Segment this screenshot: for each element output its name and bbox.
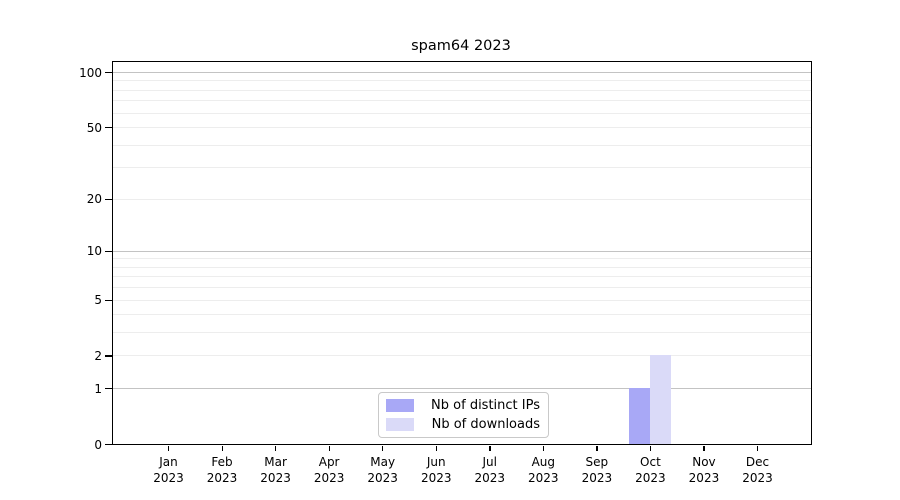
y-tick-label: 100 <box>79 65 102 80</box>
x-tick-label: Aug 2023 <box>515 454 571 486</box>
y-tick-mark <box>105 388 112 390</box>
x-tick-label: Dec 2023 <box>730 454 786 486</box>
x-tick-mark <box>542 446 545 451</box>
x-tick-month: Feb <box>211 455 233 469</box>
y-tick-mark <box>105 198 112 200</box>
x-tick-mark <box>221 446 223 451</box>
x-tick-label: Jul 2023 <box>462 454 518 486</box>
x-tick-mark <box>703 446 705 451</box>
minor-gridline <box>113 100 811 102</box>
y-tick-label: 0 <box>94 437 102 452</box>
y-tick-mark <box>105 72 112 74</box>
x-tick-month: Mar <box>264 455 287 469</box>
x-tick-label: Nov 2023 <box>676 454 732 486</box>
x-tick-mark <box>596 446 598 451</box>
plot-area <box>112 61 812 445</box>
minor-gridline <box>113 266 811 268</box>
major-gridline <box>113 388 811 390</box>
x-tick-month: Jan <box>159 455 178 469</box>
y-tick-mark <box>105 127 112 129</box>
x-tick-mark <box>382 446 384 451</box>
y-tick-label: 50 <box>86 120 102 135</box>
minor-gridline <box>113 299 811 301</box>
x-tick-month: Apr <box>318 455 340 469</box>
x-tick-label: Apr 2023 <box>301 454 357 486</box>
y-tick-label: 5 <box>94 293 102 308</box>
x-tick-year: 2023 <box>528 471 559 485</box>
x-tick-mark <box>435 446 438 451</box>
x-tick-label: Jun 2023 <box>408 454 464 486</box>
x-tick-year: 2023 <box>474 471 506 485</box>
y-tick-mark <box>105 299 112 301</box>
minor-gridline <box>113 112 811 114</box>
legend: Nb of distinct IPs Nb of downloads <box>378 392 549 438</box>
x-tick-year: 2023 <box>581 471 613 485</box>
minor-gridline <box>113 144 811 146</box>
y-tick-mark <box>105 444 112 446</box>
x-tick-label: Oct 2023 <box>622 454 678 486</box>
x-tick-mark <box>275 446 277 451</box>
x-tick-label: Sep 2023 <box>569 454 625 486</box>
bar-downloads <box>649 355 671 444</box>
x-tick-year: 2023 <box>313 471 345 485</box>
x-tick-mark <box>168 446 170 451</box>
legend-swatch-distinct-ips-icon <box>386 398 414 412</box>
minor-gridline <box>113 276 811 278</box>
minor-gridline <box>113 167 811 169</box>
x-tick-month: May <box>370 455 396 469</box>
y-tick-label: 1 <box>94 381 102 396</box>
x-tick-year: 2023 <box>260 471 291 485</box>
x-tick-month: Oct <box>640 455 661 469</box>
x-tick-label: Feb 2023 <box>194 454 250 486</box>
x-tick-year: 2023 <box>742 471 773 485</box>
minor-gridline <box>113 127 811 129</box>
x-tick-month: Dec <box>745 455 770 469</box>
y-tick-mark <box>105 250 112 252</box>
legend-item-downloads: Nb of downloads <box>386 416 540 434</box>
bar-distinct-ips <box>628 388 650 444</box>
x-tick-mark <box>328 446 330 451</box>
x-tick-label: Jan 2023 <box>141 454 197 486</box>
minor-gridline <box>113 355 811 357</box>
legend-label-distinct-ips: Nb of distinct IPs <box>431 397 540 413</box>
x-tick-month: Aug <box>531 455 556 469</box>
minor-gridline <box>113 287 811 289</box>
x-tick-year: 2023 <box>206 471 238 485</box>
legend-item-distinct-ips: Nb of distinct IPs <box>386 396 540 414</box>
minor-gridline <box>113 258 811 260</box>
legend-label-downloads: Nb of downloads <box>431 417 540 433</box>
x-tick-year: 2023 <box>153 471 184 485</box>
x-tick-month: Jun <box>426 455 446 469</box>
x-tick-month: Jul <box>482 455 497 469</box>
x-tick-mark <box>649 446 652 451</box>
x-tick-month: Nov <box>692 455 716 469</box>
minor-gridline <box>113 332 811 334</box>
minor-gridline <box>113 314 811 316</box>
minor-gridline <box>113 89 811 91</box>
y-tick-label: 2 <box>94 348 102 363</box>
x-tick-mark <box>489 446 491 451</box>
x-tick-year: 2023 <box>367 471 398 485</box>
chart-title: spam64 2023 <box>411 38 511 54</box>
x-tick-label: May 2023 <box>355 454 411 486</box>
x-tick-month: Sep <box>585 455 609 469</box>
major-gridline <box>113 72 811 73</box>
x-tick-year: 2023 <box>688 471 720 485</box>
minor-gridline <box>113 80 811 82</box>
x-tick-year: 2023 <box>420 471 452 485</box>
minor-gridline <box>113 198 811 200</box>
y-tick-label: 10 <box>86 244 102 259</box>
major-gridline <box>113 250 811 252</box>
x-tick-mark <box>757 446 759 451</box>
x-tick-label: Mar 2023 <box>248 454 304 486</box>
x-tick-year: 2023 <box>635 471 666 485</box>
y-tick-label: 20 <box>86 192 102 207</box>
y-tick-mark <box>105 355 112 357</box>
legend-swatch-downloads-icon <box>386 418 414 432</box>
